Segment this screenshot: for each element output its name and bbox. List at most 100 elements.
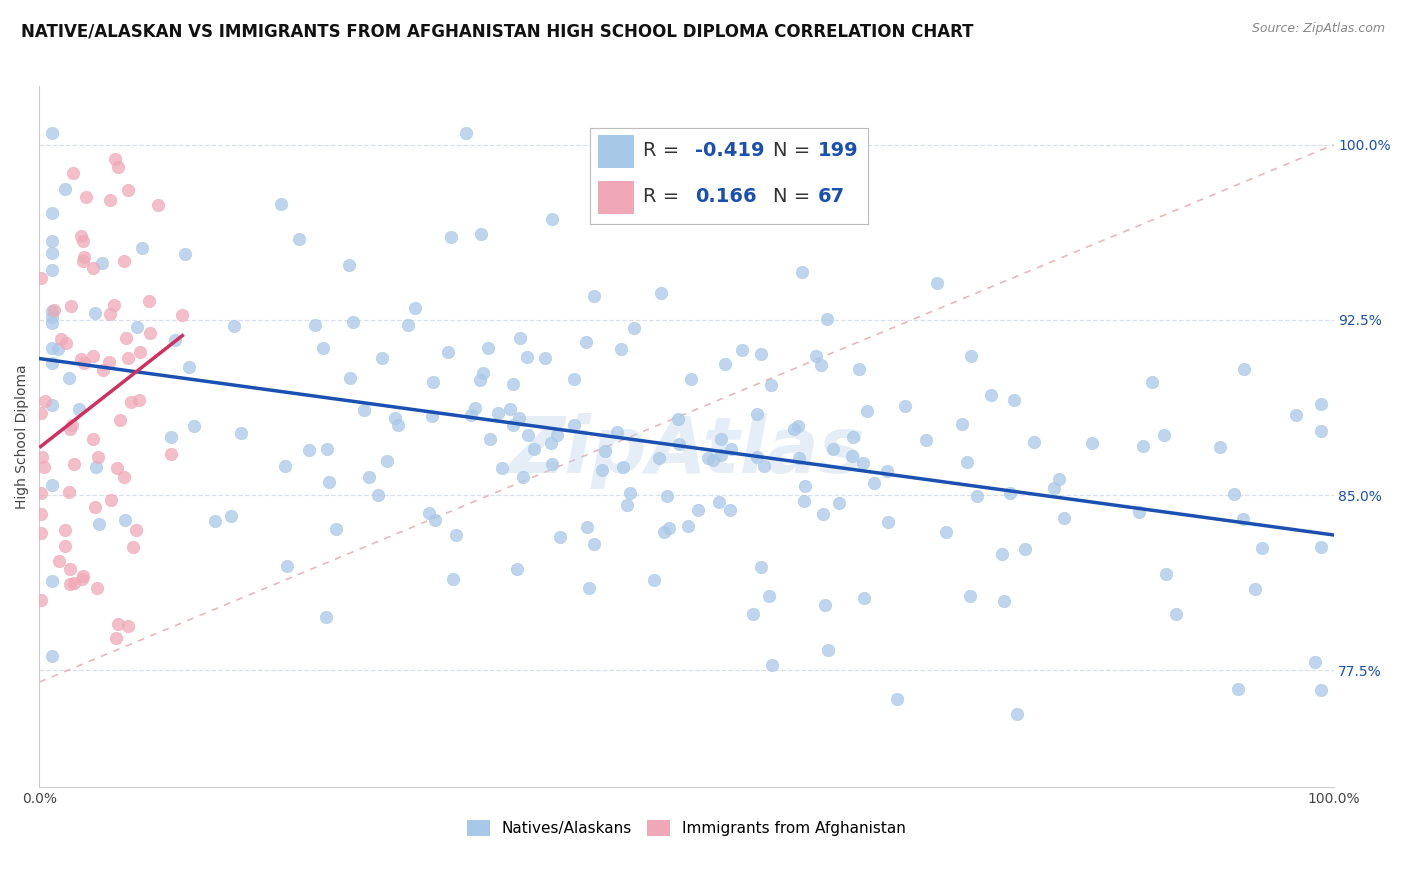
Point [131,241,153,255]
Point [650,286,672,301]
Point [41,574,63,588]
Point [502,417,524,432]
Point [75,190,97,204]
Point [160,430,183,444]
Point [470,373,492,387]
Point [658,521,681,535]
Point [62,166,84,180]
Point [595,443,617,458]
Point [359,470,381,484]
Point [55,539,77,553]
Point [30,525,52,540]
Point [127,320,149,334]
Point [59,562,82,576]
Point [179,360,201,375]
Point [339,371,361,385]
Point [856,404,879,418]
Point [804,349,827,363]
Point [852,456,875,470]
Point [41,310,63,324]
Point [204,514,226,528]
Point [1156,567,1178,582]
Point [793,479,815,493]
Point [814,598,837,612]
Point [623,321,645,335]
Point [815,312,838,326]
Point [783,422,806,436]
Point [160,447,183,461]
Point [1309,541,1331,555]
Point [367,488,389,502]
Point [696,450,718,465]
Point [610,343,633,357]
Point [41,316,63,330]
Point [950,417,973,431]
Text: R =: R = [643,141,685,161]
Point [979,388,1001,402]
Point [471,367,494,381]
Point [540,436,562,450]
Text: N =: N = [773,187,817,206]
Point [877,515,900,529]
Point [270,197,292,211]
Point [751,346,773,360]
Point [915,434,938,448]
Point [749,560,772,574]
Point [72,254,94,268]
Point [112,253,135,268]
Point [652,524,675,539]
Point [464,401,486,416]
Point [517,428,540,442]
Point [353,403,375,417]
Point [790,264,813,278]
Point [46,343,69,357]
Point [619,486,641,500]
Point [30,270,52,285]
Point [105,460,128,475]
Point [710,449,733,463]
Point [441,572,464,586]
Point [1002,393,1025,408]
Point [72,568,94,582]
Point [437,345,460,359]
Point [509,331,531,345]
Point [578,581,600,595]
Point [523,442,546,456]
Point [787,451,810,466]
Point [82,261,104,276]
Point [86,581,108,595]
Point [70,572,93,586]
Point [575,335,598,350]
Point [1007,707,1029,722]
Point [98,355,121,369]
Point [48,553,70,567]
Point [41,126,63,140]
Point [1309,425,1331,439]
Point [606,425,628,440]
Point [1047,472,1070,486]
Text: N =: N = [773,141,817,161]
Point [41,398,63,412]
Point [1233,361,1256,376]
Point [1153,428,1175,442]
Point [583,537,606,551]
Point [98,193,121,207]
Point [231,425,253,440]
Point [460,409,482,423]
Point [128,344,150,359]
Point [810,359,832,373]
Point [508,410,530,425]
Point [117,183,139,197]
Point [114,513,136,527]
Point [422,375,444,389]
Point [935,524,957,539]
Point [41,234,63,248]
Point [817,643,839,657]
Bar [598,136,634,168]
Point [666,412,689,426]
Point [32,459,55,474]
Point [288,232,311,246]
Point [53,181,76,195]
Point [58,577,80,591]
Y-axis label: High School Diploma: High School Diploma [15,365,30,509]
